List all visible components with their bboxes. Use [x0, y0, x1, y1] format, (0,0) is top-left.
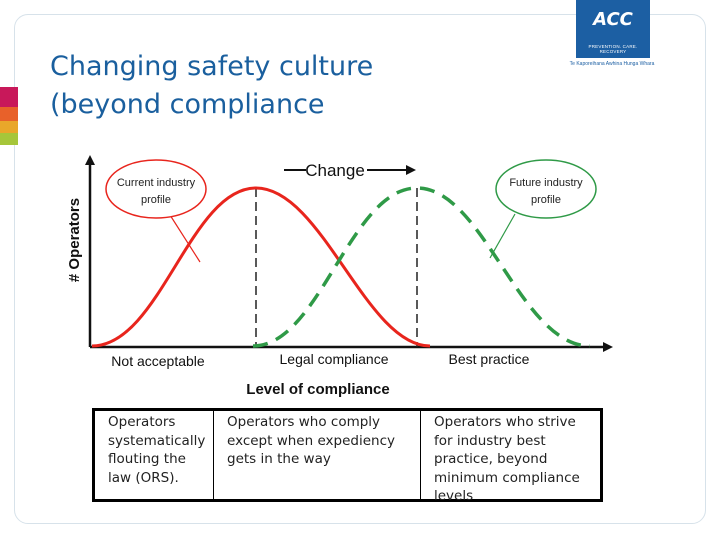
callout-current — [105, 159, 207, 219]
zone-label-best-practice: Best practice — [449, 351, 530, 367]
slide-frame — [14, 14, 706, 524]
logo-mark: ACC — [593, 9, 633, 30]
callout-current-leader — [169, 214, 201, 263]
table-cell-line: law (ORS). — [108, 469, 179, 486]
accent-bar-segment — [0, 121, 18, 133]
callout-current-line-1: Current industry — [117, 177, 196, 189]
logo-box: ACC PREVENTION. CARE. RECOVERY — [576, 0, 650, 58]
slide-title: Changing safety culture (beyond complian… — [50, 48, 373, 124]
future-industry-curve — [252, 186, 591, 348]
table-cell-line: flouting the — [108, 451, 186, 467]
accent-bar-segment — [0, 133, 18, 145]
logo-subtitle: Te Kaporeihana Awhina Hunga Whara — [569, 61, 655, 67]
table-cell-not-acceptable: Operators systematically flouting the la… — [95, 411, 214, 499]
callout-future — [495, 159, 597, 219]
table-cell-line: practice, beyond — [434, 451, 548, 467]
callout-future-line-1: Future industry — [509, 177, 583, 189]
table-cell-legal-compliance: Operators who comply except when expedie… — [214, 411, 421, 499]
logo-tagline: PREVENTION. CARE. RECOVERY — [588, 44, 638, 54]
table-cell-line: except when expediency — [227, 432, 395, 449]
table-cell-line: minimum compliance — [434, 469, 580, 486]
zone-label-legal-compliance: Legal compliance — [280, 351, 389, 367]
callout-current-line-2: profile — [141, 194, 171, 206]
change-label: Change — [305, 161, 365, 180]
table-cell-line: for industry best — [434, 432, 546, 449]
x-axis-title: Level of compliance — [246, 381, 389, 398]
callout-future-leader — [489, 213, 516, 259]
table-cell-line: levels — [434, 488, 474, 504]
table-cell-line: Operators — [108, 414, 176, 430]
title-line-1: Changing safety culture — [50, 51, 374, 82]
table-cell-line: gets in the way — [227, 451, 331, 467]
table-cell-best-practice: Operators who strive for industry best p… — [421, 411, 600, 504]
current-industry-curve — [91, 186, 431, 348]
title-line-2: (beyond compliance — [50, 89, 325, 120]
callout-future-line-2: profile — [531, 194, 561, 206]
table-cell-line: systematically — [108, 432, 206, 449]
acc-logo: ACC PREVENTION. CARE. RECOVERY Te Kapore… — [566, 0, 658, 74]
table-cell-line: Operators who strive — [434, 414, 576, 430]
accent-bar-segment — [0, 107, 18, 121]
compliance-table: Operators systematically flouting the la… — [92, 408, 603, 504]
accent-bar-segment — [0, 87, 18, 107]
y-axis-label: # Operators — [66, 198, 83, 282]
zone-label-not-acceptable: Not acceptable — [111, 353, 205, 369]
table-cell-line: Operators who comply — [227, 414, 381, 430]
